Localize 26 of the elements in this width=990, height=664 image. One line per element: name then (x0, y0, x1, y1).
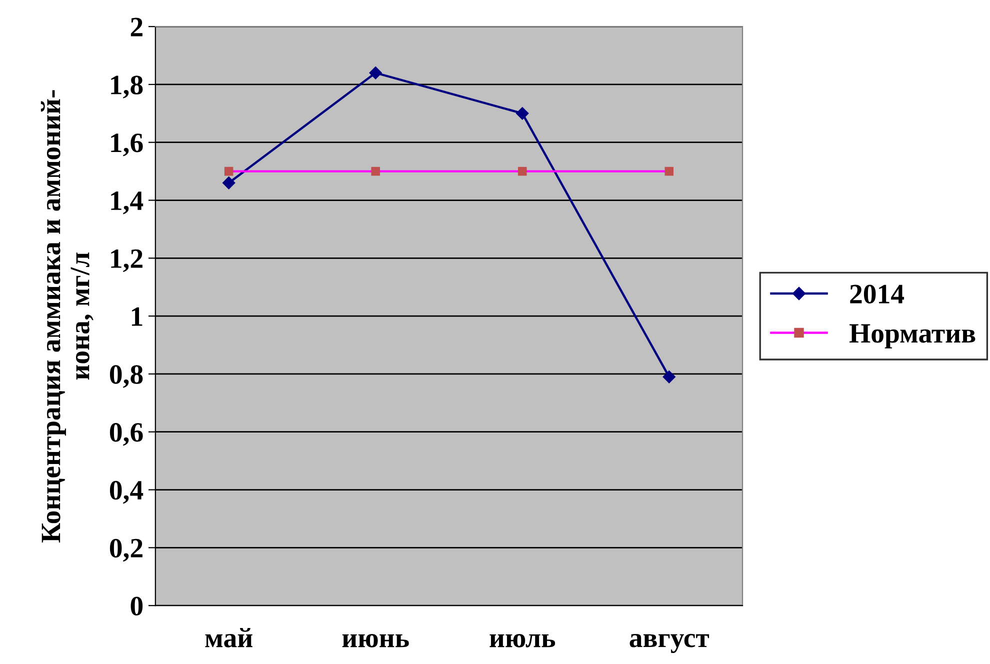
x-tick-label: июнь (342, 634, 409, 648)
x-tick-label: август (630, 634, 710, 653)
y-tick-label: 1,8 (111, 76, 143, 98)
y-axis-title: Концентрация аммиака и аммоний- иона, мг/л (40, 90, 94, 542)
y-tick-label: 1,2 (111, 249, 142, 272)
point (224, 166, 234, 176)
point (516, 106, 529, 120)
point (664, 166, 674, 176)
x-tick-label: май (205, 628, 252, 648)
legend-label: Норматив (849, 324, 976, 348)
x-tick-label: июль (490, 634, 556, 648)
y-tick-label: 1,4 (111, 192, 144, 214)
y-tick-label: 2 (130, 18, 142, 36)
y-tick-label: 0,6 (110, 423, 143, 446)
y-tick-label: 0,2 (110, 538, 142, 562)
y-tick-label: 1 (132, 307, 142, 326)
y-tick-label: 0 (130, 596, 143, 616)
point (368, 66, 382, 80)
y-tick-label: 0,4 (110, 480, 144, 504)
legend-label: 2014 (850, 284, 904, 304)
point (518, 166, 527, 176)
point (222, 176, 236, 190)
point (662, 370, 676, 384)
y-tick-label: 0,8 (110, 365, 143, 388)
y-tick-label: 1,6 (111, 134, 143, 156)
point (371, 166, 380, 176)
